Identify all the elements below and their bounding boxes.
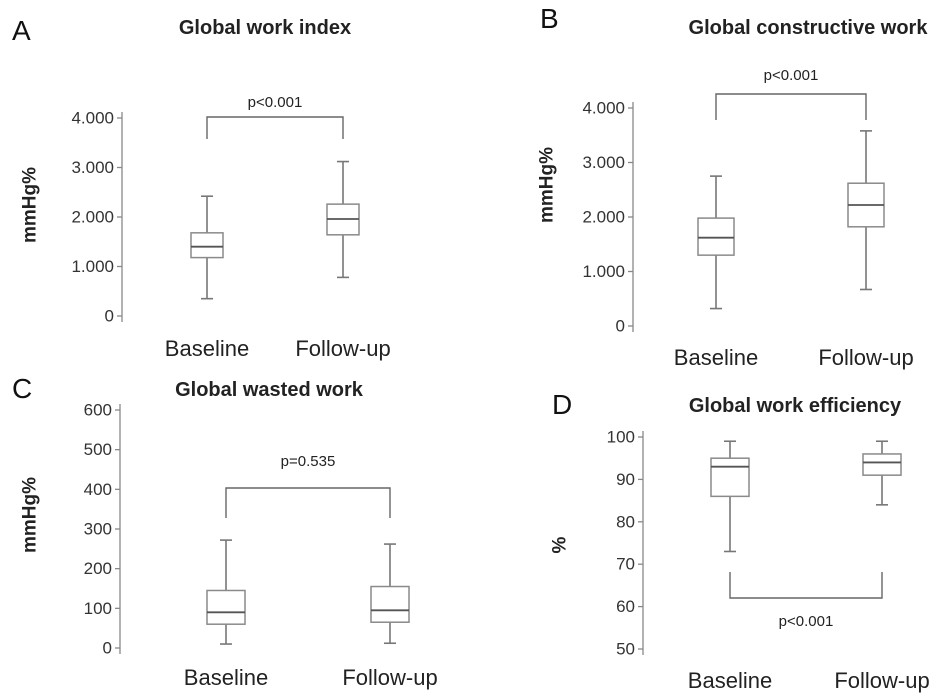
y-tick-label: 500: [84, 440, 112, 459]
box-baseline: [206, 539, 246, 645]
p-value-annotation: p=0.535: [281, 453, 336, 470]
y-tick-label: 50: [616, 640, 635, 659]
y-axis-label: mmHg%: [537, 147, 558, 223]
p-value-annotation: p<0.001: [779, 613, 834, 630]
iqr-box: [370, 585, 410, 623]
y-tick-label: 60: [616, 597, 635, 616]
panel-title: Global work efficiency: [689, 395, 902, 417]
significance-bracket: [715, 93, 867, 120]
y-tick-label: 100: [84, 599, 112, 618]
panel-a: A Global work index mmHg% 0 1.000 2.000 3.000 4…: [12, 15, 391, 361]
y-tick-label: 0: [616, 317, 625, 336]
box-follow-up: [847, 130, 885, 291]
y-tick-label: 300: [84, 520, 112, 539]
category-label: Follow-up: [834, 668, 929, 693]
y-tick-label: 90: [616, 470, 635, 489]
panel-title: Global wasted work: [175, 379, 364, 401]
iqr-box: [862, 453, 902, 476]
y-tick-label: 0: [105, 307, 114, 326]
panel-letter: B: [540, 3, 559, 34]
y-tick-label: 3.000: [582, 153, 625, 172]
panel-b: B Global constructive work mmHg% 0 1.000 2.00…: [537, 3, 929, 370]
iqr-box: [206, 589, 246, 625]
box-baseline: [710, 440, 750, 553]
panel-d: D Global work efficiency% 50 60 70 80 90 100 Bas…: [550, 389, 930, 693]
y-tick-label: 400: [84, 480, 112, 499]
category-label: Baseline: [688, 668, 772, 693]
panel-letter: D: [552, 389, 572, 420]
y-tick-label: 80: [616, 512, 635, 531]
panel-title: Global work index: [179, 17, 351, 39]
y-tick-label: 1.000: [71, 257, 114, 276]
y-tick-label: 200: [84, 559, 112, 578]
y-tick-label: 100: [607, 428, 635, 447]
panel-c: C Global wasted work mmHg% 0 100 200 300 400 500…: [12, 373, 438, 690]
y-tick-label: 4.000: [582, 99, 625, 118]
box-follow-up: [326, 160, 360, 279]
panel-title: Global constructive work: [689, 17, 929, 39]
significance-bracket: [225, 487, 391, 518]
box-follow-up: [862, 440, 902, 506]
y-tick-label: 3.000: [71, 158, 114, 177]
iqr-box: [697, 217, 735, 256]
category-label: Baseline: [184, 665, 268, 690]
box-follow-up: [370, 543, 410, 645]
y-tick-label: 600: [84, 401, 112, 420]
category-label: Baseline: [165, 336, 249, 361]
iqr-box: [190, 232, 224, 259]
y-axis-label: mmHg%: [20, 477, 41, 553]
category-label: Baseline: [674, 345, 758, 370]
y-axis-label: mmHg%: [20, 167, 41, 243]
iqr-box: [710, 457, 750, 498]
category-label: Follow-up: [342, 665, 437, 690]
y-tick-label: 4.000: [71, 109, 114, 128]
panel-letter: C: [12, 373, 32, 404]
p-value-annotation: p<0.001: [764, 67, 819, 84]
panel-letter: A: [12, 15, 31, 46]
y-tick-label: 1.000: [582, 262, 625, 281]
box-baseline: [697, 175, 735, 310]
y-axis-label: %: [550, 536, 571, 553]
y-tick-label: 0: [103, 639, 112, 658]
significance-bracket: [206, 116, 344, 139]
box-baseline: [190, 195, 224, 300]
y-tick-label: 2.000: [582, 208, 625, 227]
category-label: Follow-up: [818, 345, 913, 370]
y-tick-label: 70: [616, 555, 635, 574]
y-tick-label: 2.000: [71, 208, 114, 227]
p-value-annotation: p<0.001: [248, 94, 303, 111]
category-label: Follow-up: [295, 336, 390, 361]
significance-bracket: [729, 572, 883, 599]
